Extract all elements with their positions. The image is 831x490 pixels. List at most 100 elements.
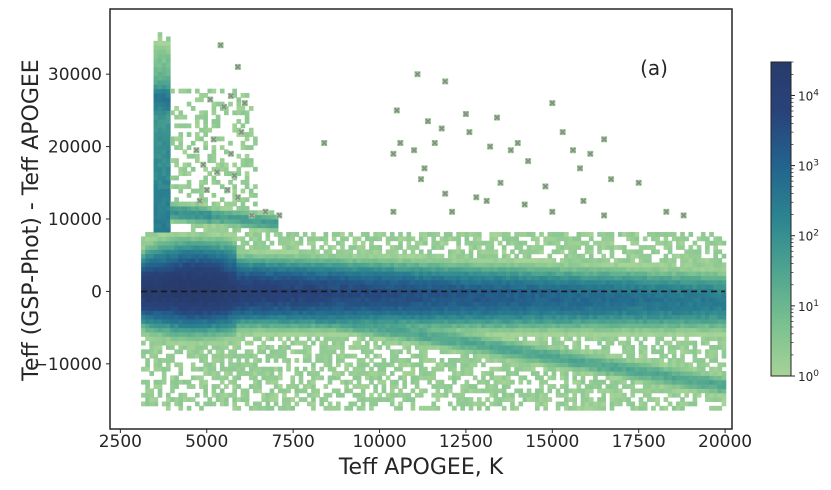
density-cell: [389, 340, 395, 346]
density-cell: [302, 249, 308, 255]
density-cell: [149, 371, 155, 376]
density-cell: [576, 358, 582, 363]
density-cell: [514, 340, 519, 346]
density-cell: [381, 371, 387, 376]
density-cell: [506, 301, 511, 307]
density-cell: [360, 345, 366, 350]
density-cell: [518, 266, 524, 272]
density-cell: [476, 353, 482, 359]
density-cell: [547, 275, 553, 281]
density-cell: [638, 405, 644, 411]
density-cell: [522, 249, 528, 255]
density-cell: [584, 262, 590, 268]
density-cell: [153, 301, 159, 307]
density-cell: [530, 331, 536, 337]
density-cell: [468, 240, 474, 246]
density-cell: [365, 362, 370, 368]
density-cell: [178, 240, 184, 246]
density-cell: [228, 284, 233, 290]
density-cell: [199, 310, 204, 316]
density-cell: [365, 284, 370, 290]
density-cell: [617, 301, 623, 307]
density-cell: [464, 349, 470, 355]
density-cell: [663, 275, 669, 281]
density-cell: [248, 362, 254, 368]
density-cell: [182, 392, 188, 398]
density-cell: [559, 279, 565, 285]
density-cell: [236, 384, 242, 389]
density-cell: [667, 275, 673, 281]
density-cell: [676, 305, 681, 311]
density-cell: [182, 397, 188, 402]
density-cell: [236, 97, 242, 103]
density-cell: [161, 379, 167, 385]
density-cell: [369, 336, 374, 342]
density-cell: [232, 127, 237, 133]
density-cell: [684, 301, 689, 307]
density-cell: [646, 266, 652, 272]
density-cell: [568, 323, 573, 329]
density-cell: [539, 401, 544, 407]
density-cell: [506, 275, 511, 281]
density-cell: [306, 297, 312, 303]
density-cell: [447, 288, 453, 294]
density-cell: [464, 340, 470, 346]
density-cell: [207, 223, 213, 229]
density-cell: [551, 358, 557, 363]
density-cell: [506, 297, 511, 303]
density-cell: [485, 388, 490, 394]
density-cell: [559, 371, 565, 376]
density-cell: [174, 266, 179, 272]
density-cell: [651, 371, 656, 376]
density-cell: [182, 327, 188, 333]
density-cell: [634, 297, 640, 303]
density-cell: [277, 240, 283, 246]
density-cell: [588, 349, 594, 355]
density-cell: [157, 384, 163, 389]
density-cell: [501, 305, 507, 311]
density-cell: [389, 301, 395, 307]
density-cell: [298, 375, 304, 381]
density-cell: [468, 314, 474, 320]
density-cell: [232, 362, 237, 368]
density-cell: [605, 279, 611, 285]
density-cell: [153, 149, 159, 155]
density-cell: [398, 262, 403, 268]
density-cell: [501, 275, 507, 281]
density-cell: [468, 271, 474, 276]
density-cell: [373, 249, 378, 255]
density-cell: [360, 397, 366, 402]
density-cell: [464, 314, 470, 320]
density-cell: [439, 336, 445, 342]
density-cell: [659, 379, 665, 385]
density-cell: [435, 288, 441, 294]
density-cell: [535, 249, 540, 255]
density-cell: [559, 249, 565, 255]
density-cell: [369, 314, 374, 320]
density-cell: [244, 297, 250, 303]
density-cell: [153, 162, 159, 168]
density-cell: [244, 284, 250, 290]
density-cell: [452, 305, 457, 311]
density-cell: [676, 366, 681, 372]
density-cell: [655, 292, 660, 298]
density-cell: [418, 375, 424, 381]
density-cell: [638, 318, 644, 324]
density-cell: [352, 384, 358, 389]
density-cell: [224, 166, 229, 172]
density-cell: [182, 245, 188, 250]
density-cell: [170, 258, 175, 263]
density-cell: [518, 240, 524, 246]
density-cell: [609, 310, 615, 316]
density-cell: [277, 366, 283, 372]
density-cell: [501, 392, 507, 398]
density-cell: [497, 397, 503, 402]
density-cell: [468, 249, 474, 255]
density-cell: [348, 371, 354, 376]
density-cell: [431, 358, 437, 363]
density-cell: [356, 249, 362, 255]
density-cell: [559, 245, 565, 250]
density-cell: [236, 249, 242, 255]
density-cell: [186, 275, 192, 281]
density-cell: [186, 353, 192, 359]
